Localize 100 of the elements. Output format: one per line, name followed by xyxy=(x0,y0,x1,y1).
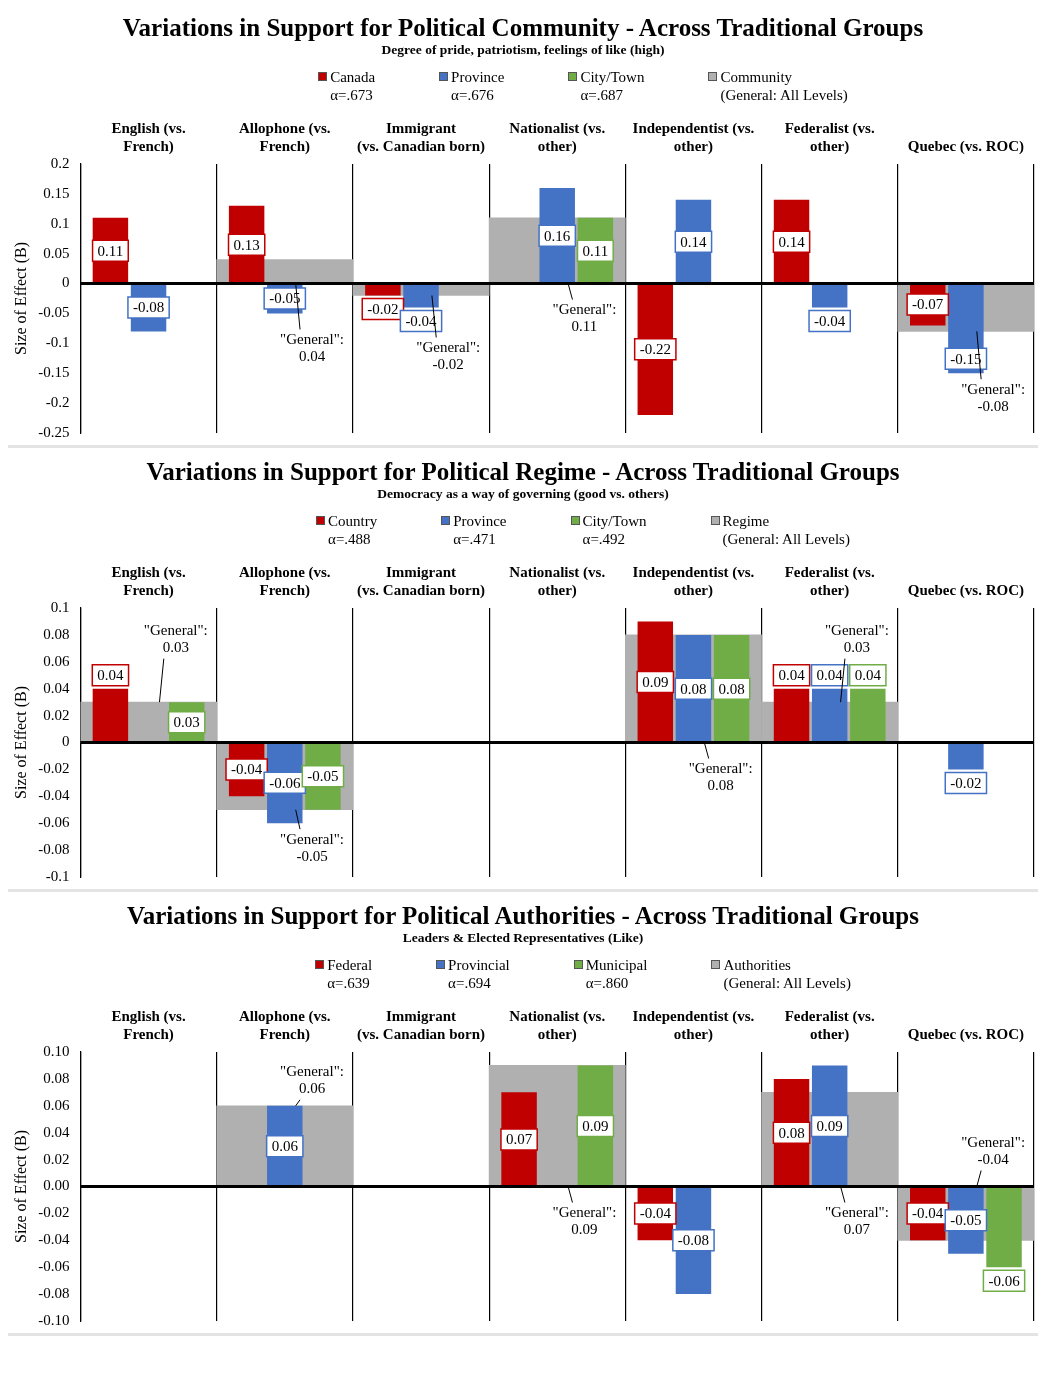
y-tick-label: -0.1 xyxy=(45,867,70,884)
x-tick-label: Quebec (vs. ROC) xyxy=(907,581,1025,599)
data-label: -0.05 xyxy=(950,1212,982,1229)
data-label: 0.11 xyxy=(97,242,124,259)
data-label: 0.06 xyxy=(271,1138,299,1155)
data-label: "General": 0.03 xyxy=(143,622,208,656)
y-tick-label: 0 xyxy=(61,274,70,291)
x-tick-label: Immigrant (vs. Canadian born) xyxy=(357,563,485,599)
y-tick-label: 0.08 xyxy=(43,625,70,642)
legend-label: Canada α=.673 xyxy=(330,68,376,104)
data-label: 0.13 xyxy=(233,236,260,253)
y-tick-label: 0.15 xyxy=(43,184,70,201)
data-label: 0.07 xyxy=(505,1131,533,1148)
data-label: 0.09 xyxy=(582,1117,609,1134)
data-label: 0.08 xyxy=(718,680,745,697)
legend-label: Authorities (General: All Levels) xyxy=(723,956,851,992)
x-tick-label: Allophone (vs. French) xyxy=(238,1007,331,1043)
chart-title: Variations in Support for Political Regime - Across Traditional Groups xyxy=(145,458,901,486)
y-tick-label: 0.1 xyxy=(50,598,70,615)
data-label: 0.08 xyxy=(778,1124,805,1141)
x-tick-label: Immigrant (vs. Canadian born) xyxy=(357,1007,485,1043)
data-label: 0.04 xyxy=(97,667,125,684)
data-label: 0.04 xyxy=(778,667,806,684)
legend-label: City/Town α=.687 xyxy=(580,68,645,104)
x-tick-label: Federalist (vs. other) xyxy=(784,563,875,599)
data-label: -0.06 xyxy=(269,774,301,791)
data-label: "General": 0.04 xyxy=(280,330,344,364)
x-tick-label: Quebec (vs. ROC) xyxy=(907,137,1025,155)
x-tick-label: Federalist (vs. other) xyxy=(784,1007,875,1043)
y-tick-label: 0.08 xyxy=(43,1069,70,1086)
data-label: -0.05 xyxy=(307,768,339,785)
y-tick-label: -0.10 xyxy=(38,1311,70,1328)
legend-label: Country α=.488 xyxy=(328,512,378,548)
x-tick-label: Independentist (vs. other) xyxy=(632,563,755,599)
x-tick-label: English (vs. French) xyxy=(111,1007,186,1043)
data-label: -0.02 xyxy=(367,300,399,317)
x-tick-label: Quebec (vs. ROC) xyxy=(907,1025,1025,1043)
chart-title: Variations in Support for Political Community - Across Traditional Groups xyxy=(121,14,925,42)
y-tick-label: -0.25 xyxy=(38,423,70,440)
y-tick-label: -0.1 xyxy=(45,334,70,351)
data-label: "General": 0.07 xyxy=(824,1203,889,1237)
data-label: "General": -0.02 xyxy=(416,338,481,372)
legend-label: City/Town α=.492 xyxy=(582,512,647,548)
legend-label: Province α=.676 xyxy=(451,68,505,104)
legend-label: Provincial α=.694 xyxy=(448,956,510,992)
chart-subtitle: Leaders & Elected Representatives (Like) xyxy=(401,930,645,946)
y-axis-title: Size of Effect (B) xyxy=(11,242,30,355)
x-tick-label: Nationalist (vs. other) xyxy=(509,563,606,599)
data-label: -0.04 xyxy=(814,312,846,329)
x-tick-label: Independentist (vs. other) xyxy=(632,1007,755,1043)
data-label: 0.04 xyxy=(854,667,882,684)
y-tick-label: 0.02 xyxy=(43,706,70,723)
data-label: -0.04 xyxy=(231,761,263,778)
y-tick-label: -0.15 xyxy=(38,364,70,381)
y-tick-label: -0.06 xyxy=(38,814,70,831)
data-label: "General": -0.05 xyxy=(280,830,344,864)
data-label: "General": -0.08 xyxy=(961,380,1026,414)
data-label: "General": 0.08 xyxy=(688,759,753,793)
y-tick-label: -0.06 xyxy=(38,1258,70,1275)
y-tick-label: 0.05 xyxy=(43,244,70,261)
y-axis-title: Size of Effect (B) xyxy=(11,686,30,799)
data-label: 0.14 xyxy=(680,233,708,250)
data-label: "General": 0.11 xyxy=(552,300,617,334)
data-label: -0.07 xyxy=(912,296,944,313)
y-tick-label: 0.02 xyxy=(43,1150,70,1167)
data-label: -0.15 xyxy=(950,350,982,367)
data-label: -0.08 xyxy=(677,1232,710,1249)
data-label: -0.04 xyxy=(639,1205,672,1222)
x-tick-label: Federalist (vs. other) xyxy=(784,119,875,155)
legend-label: Federal α=.639 xyxy=(327,956,373,992)
chart-title: Variations in Support for Political Authorities - Across Traditional Groups xyxy=(126,902,920,930)
data-label: 0.09 xyxy=(642,673,669,690)
y-tick-label: 0.04 xyxy=(43,1123,70,1140)
x-tick-label: Nationalist (vs. other) xyxy=(509,119,606,155)
y-tick-label: -0.08 xyxy=(38,1285,70,1302)
data-label: -0.08 xyxy=(132,299,165,316)
data-label: 0.03 xyxy=(173,714,200,731)
y-tick-label: -0.04 xyxy=(38,787,70,804)
y-tick-label: 0 xyxy=(61,733,70,750)
y-tick-label: 0.04 xyxy=(43,679,70,696)
data-label: 0.16 xyxy=(544,227,571,244)
data-label: 0.11 xyxy=(582,242,609,259)
y-tick-label: 0.1 xyxy=(50,214,70,231)
x-tick-label: Nationalist (vs. other) xyxy=(509,1007,606,1043)
y-tick-label: 0.06 xyxy=(43,652,70,669)
y-tick-label: -0.2 xyxy=(45,394,70,411)
data-label: 0.14 xyxy=(778,233,806,250)
data-label: 0.08 xyxy=(680,680,707,697)
data-label: -0.02 xyxy=(950,774,982,791)
data-label: "General": -0.04 xyxy=(961,1133,1026,1167)
y-tick-label: -0.02 xyxy=(38,760,70,777)
data-label: 0.04 xyxy=(816,667,844,684)
y-tick-label: -0.08 xyxy=(38,841,70,858)
data-label: -0.06 xyxy=(988,1272,1021,1289)
y-axis-title: Size of Effect (B) xyxy=(11,1130,30,1243)
legend-label: Province α=.471 xyxy=(453,512,507,548)
x-tick-label: Independentist (vs. other) xyxy=(632,119,755,155)
legend-label: Community (General: All Levels) xyxy=(720,68,848,104)
y-tick-label: -0.04 xyxy=(38,1231,70,1248)
data-label: -0.05 xyxy=(269,290,301,307)
